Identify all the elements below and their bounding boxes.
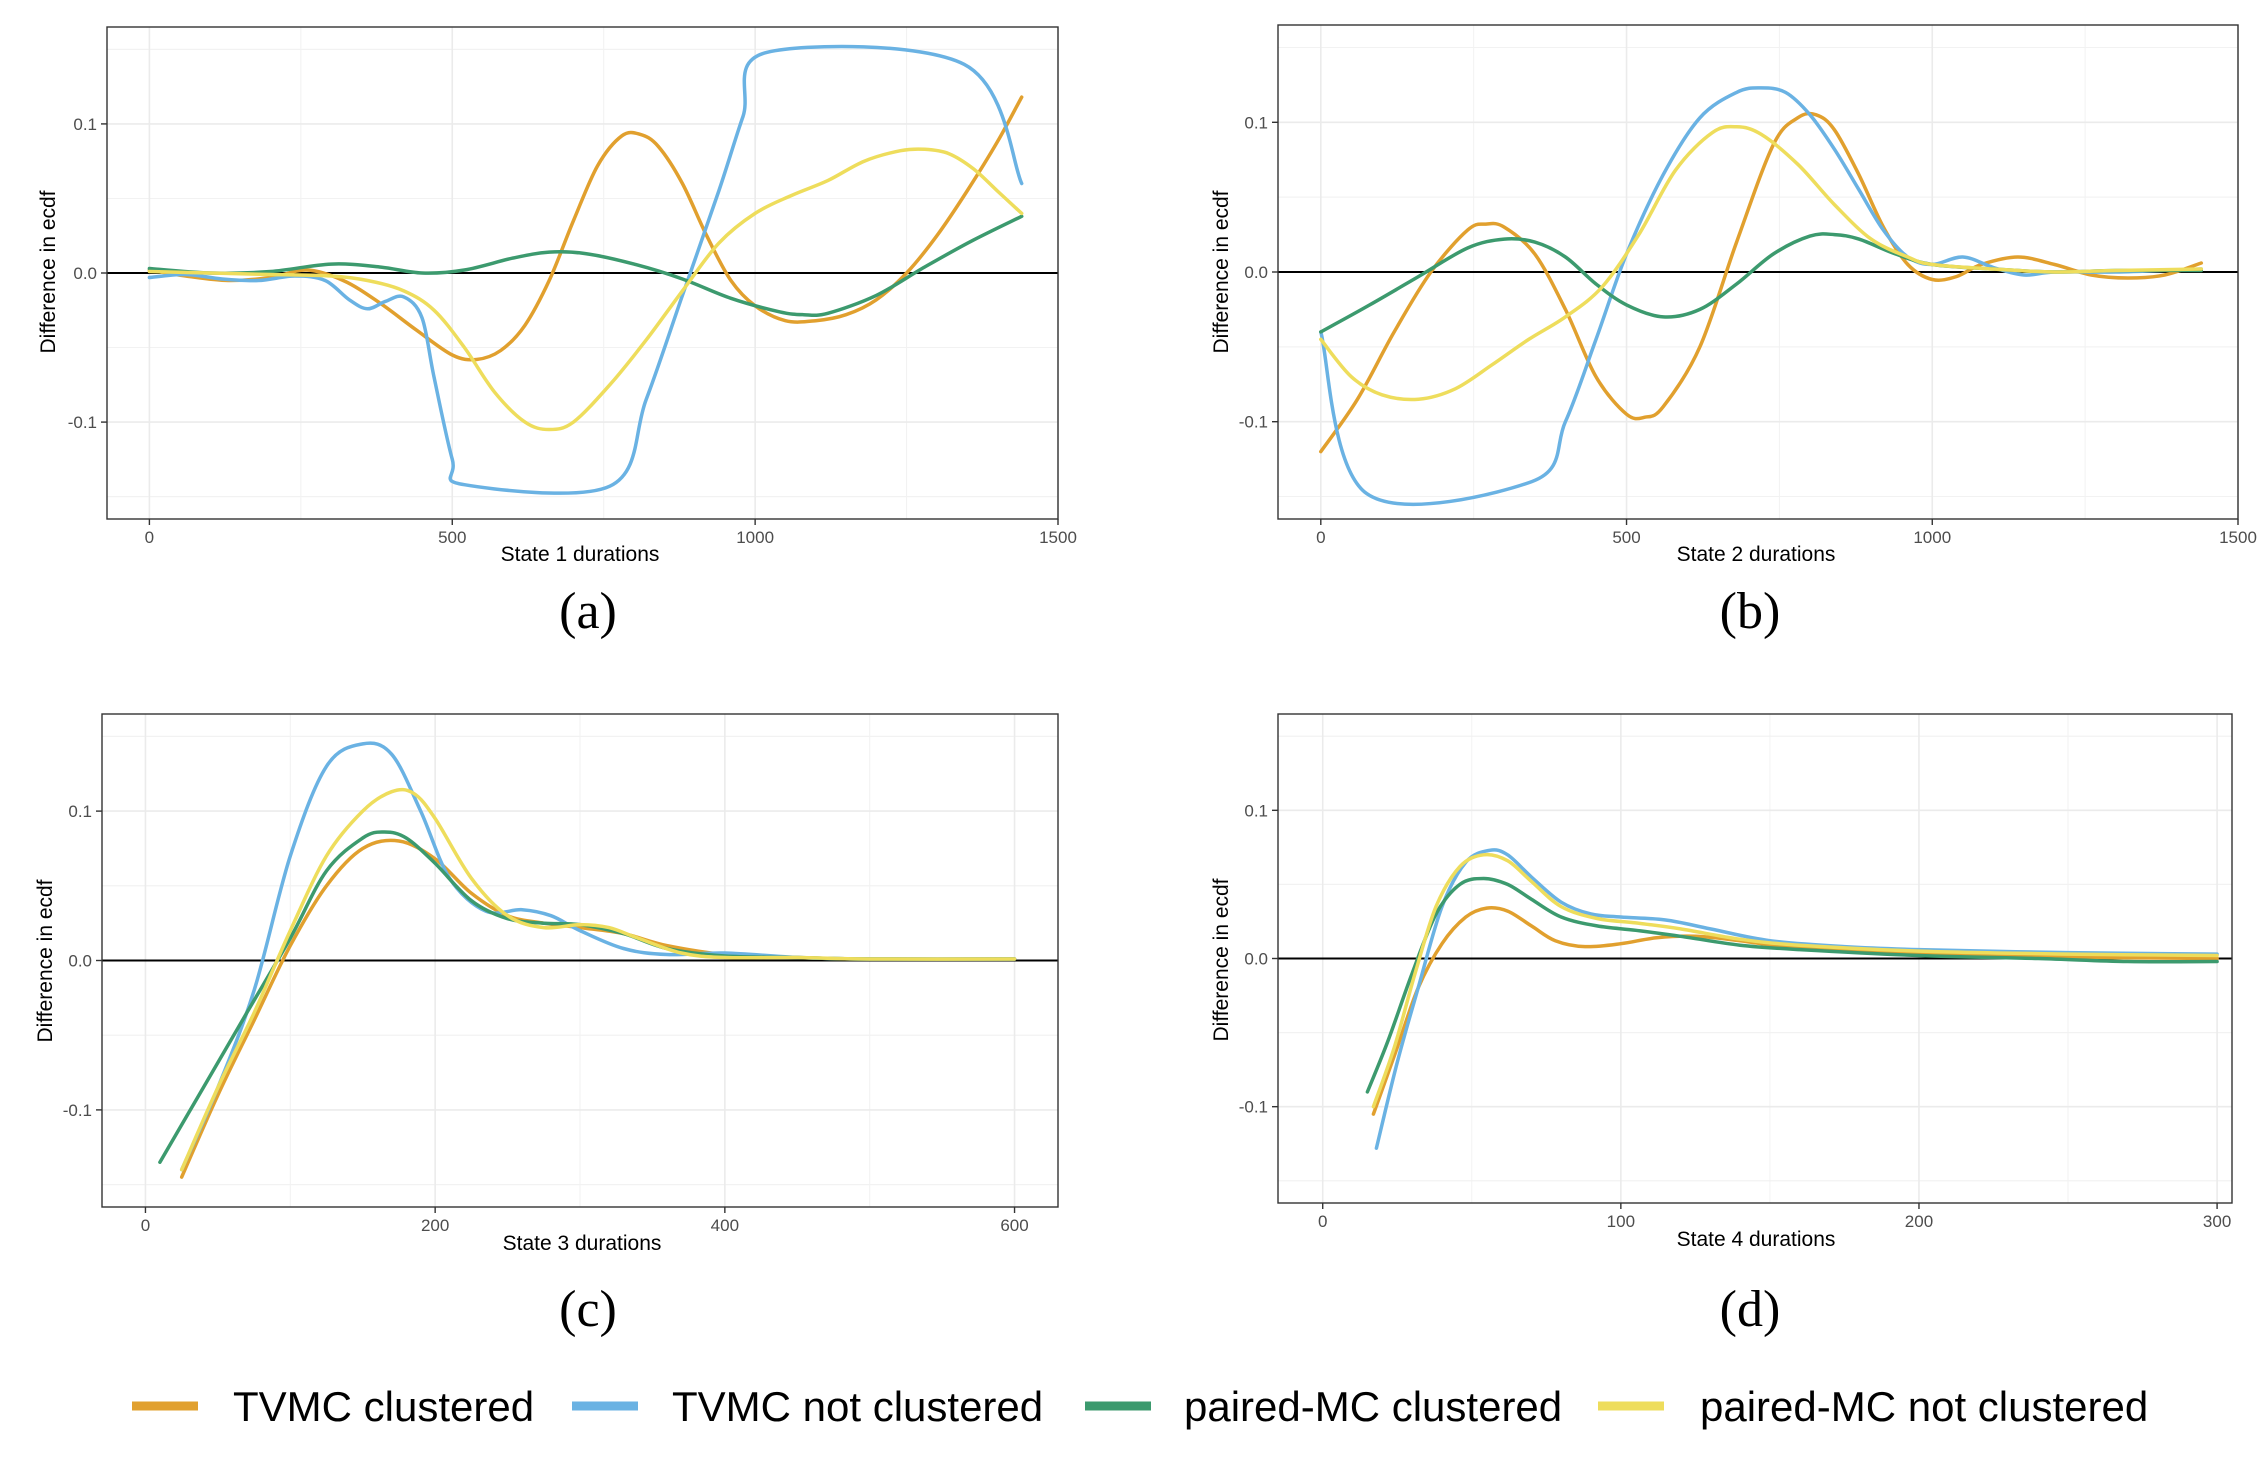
chart-panel-a: 0 500 1000 1500 -0.1 0.0 0.1 State 1 durations… bbox=[37, 26, 1077, 640]
legend-item: paired-MC not clustered bbox=[1598, 1383, 2148, 1430]
x-tick-label: 600 bbox=[1000, 1216, 1028, 1235]
x-tick-label: 200 bbox=[421, 1216, 449, 1235]
series-line bbox=[1371, 852, 2219, 1109]
y-tick-label: 0.0 bbox=[1244, 263, 1268, 282]
y-tick-label: 0.1 bbox=[1244, 113, 1268, 132]
series-line bbox=[147, 95, 1024, 362]
y-tick-label: 0.1 bbox=[73, 115, 97, 134]
x-tick-label: 200 bbox=[1905, 1212, 1933, 1231]
y-tick-label: -0.1 bbox=[63, 1101, 92, 1120]
legend-item: TVMC clustered bbox=[132, 1383, 534, 1430]
chart-panel-b: 0 500 1000 1500 -0.1 0.0 0.1 State 2 durations… bbox=[1210, 24, 2257, 640]
x-tick-label: 1500 bbox=[2219, 528, 2257, 547]
y-tick-label: 0.1 bbox=[68, 802, 92, 821]
y-tick-label: -0.1 bbox=[1239, 1098, 1268, 1117]
y-tick-label: 0.0 bbox=[68, 952, 92, 971]
legend-item: TVMC not clustered bbox=[572, 1383, 1043, 1430]
x-tick-label: 500 bbox=[1612, 528, 1640, 547]
y-tick-label: 0.0 bbox=[1244, 950, 1268, 969]
x-tick-label: 1000 bbox=[1913, 528, 1951, 547]
panel-label: (b) bbox=[1720, 583, 1781, 640]
series-line bbox=[147, 147, 1024, 432]
x-tick-label: 0 bbox=[145, 528, 154, 547]
y-axis-title: Difference in ecdf bbox=[1210, 878, 1233, 1041]
x-tick-label: 300 bbox=[2203, 1212, 2231, 1231]
legend-label: paired-MC clustered bbox=[1184, 1383, 1562, 1430]
x-tick-label: 500 bbox=[438, 528, 466, 547]
x-tick-label: 1500 bbox=[1039, 528, 1077, 547]
legend-label: TVMC not clustered bbox=[672, 1383, 1043, 1430]
y-axis-title: Difference in ecdf bbox=[34, 879, 57, 1042]
panel-label: (d) bbox=[1720, 1281, 1781, 1338]
legend-item: paired-MC clustered bbox=[1085, 1383, 1562, 1430]
chart-panel-d: 0 100 200 300 -0.1 0.0 0.1 State 4 durations D… bbox=[1210, 713, 2233, 1338]
x-tick-label: 0 bbox=[1316, 528, 1325, 547]
chart-panel-c: 0 200 400 600 -0.1 0.0 0.1 State 3 durations D… bbox=[34, 713, 1059, 1338]
y-axis-title: Difference in ecdf bbox=[37, 190, 60, 353]
panel-label: (a) bbox=[559, 583, 617, 640]
series-line bbox=[1319, 111, 2204, 454]
y-axis-title: Difference in ecdf bbox=[1210, 190, 1233, 353]
legend-label: TVMC clustered bbox=[233, 1383, 534, 1430]
panel-label: (c) bbox=[559, 1281, 617, 1338]
series-line bbox=[1365, 876, 2219, 1094]
x-tick-label: 0 bbox=[1318, 1212, 1327, 1231]
y-tick-label: -0.1 bbox=[68, 413, 97, 432]
x-tick-label: 100 bbox=[1607, 1212, 1635, 1231]
legend-label: paired-MC not clustered bbox=[1700, 1383, 2148, 1430]
x-axis-title: State 3 durations bbox=[503, 1232, 662, 1255]
x-axis-title: State 4 durations bbox=[1677, 1228, 1836, 1251]
y-tick-label: 0.1 bbox=[1244, 801, 1268, 820]
y-tick-label: -0.1 bbox=[1239, 413, 1268, 432]
x-tick-label: 400 bbox=[711, 1216, 739, 1235]
x-axis-title: State 1 durations bbox=[501, 543, 660, 566]
series-line bbox=[1319, 124, 2204, 402]
x-axis-title: State 2 durations bbox=[1677, 543, 1836, 566]
series-line bbox=[147, 214, 1024, 318]
legend: TVMC clustered TVMC not clustered paired… bbox=[132, 1383, 2148, 1430]
x-tick-label: 1000 bbox=[736, 528, 774, 547]
series-line bbox=[179, 787, 1017, 1172]
y-tick-label: 0.0 bbox=[73, 264, 97, 283]
x-tick-label: 0 bbox=[141, 1216, 150, 1235]
